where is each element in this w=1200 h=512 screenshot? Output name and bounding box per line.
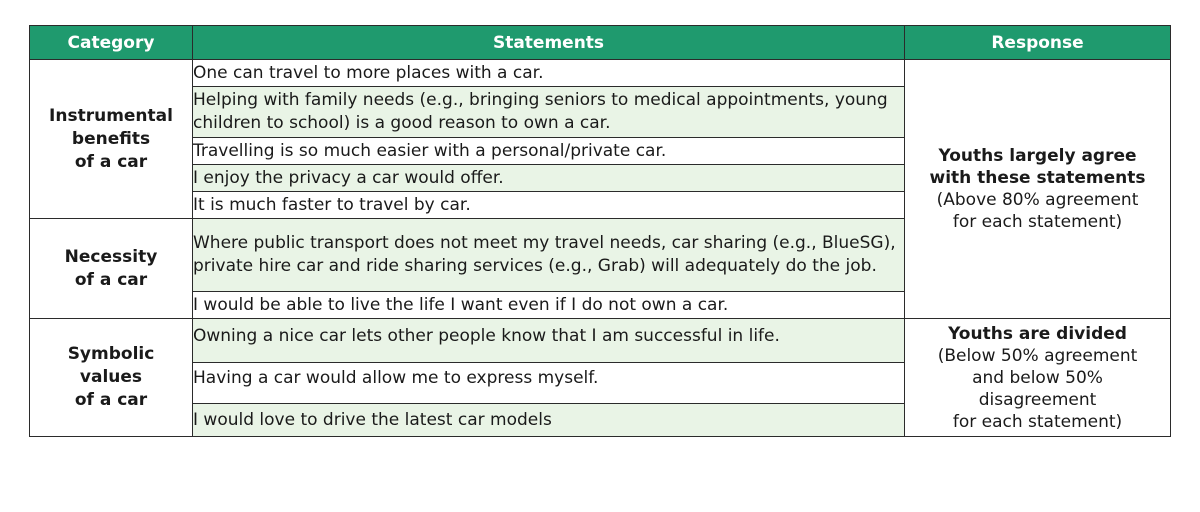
response-agree: Youths largely agree with these statemen… <box>904 59 1171 319</box>
category-symbolic-values: Symbolic values of a car <box>29 318 193 437</box>
statement-cell: Where public transport does not meet my … <box>192 218 905 292</box>
statement-cell: One can travel to more places with a car… <box>192 59 905 87</box>
response-headline-line: Youths largely agree <box>938 146 1137 166</box>
response-headline-line: with these statements <box>929 168 1146 188</box>
table-row: Symbolic values of a car Owning a nice c… <box>29 318 1171 437</box>
category-label-line: benefits <box>71 128 151 149</box>
header-response: Response <box>904 25 1171 60</box>
table-row: Instrumental benefits of a car One can t… <box>29 59 1171 319</box>
category-label-line: of a car <box>74 390 148 410</box>
response-detail-line: for each statement) <box>952 411 1123 432</box>
response-detail-line: disagreement <box>978 389 1097 410</box>
table-row: Having a car would allow me to express m… <box>30 362 1171 404</box>
statement-cell: Having a car would allow me to express m… <box>192 362 905 404</box>
response-detail-line: for each statement) <box>952 212 1123 232</box>
table-row: It is much faster to travel by car. <box>30 191 1171 219</box>
header-row: Category Statements Response <box>29 25 1171 60</box>
response-detail-line: (Below 50% agreement <box>937 345 1138 366</box>
statement-cell: I enjoy the privacy a car would offer. <box>192 164 905 192</box>
table-row: I would be able to live the life I want … <box>30 291 1171 319</box>
category-label-line: Instrumental <box>49 105 173 126</box>
header-category: Category <box>29 25 193 60</box>
statement-cell: I would be able to live the life I want … <box>192 291 905 319</box>
response-detail-line: (Above 80% agreement <box>936 190 1139 210</box>
category-label-line: of a car <box>74 151 148 172</box>
statement-cell: I would love to drive the latest car mod… <box>192 403 905 437</box>
header-statements: Statements <box>192 25 905 60</box>
statement-cell: Travelling is so much easier with a pers… <box>192 137 905 165</box>
statement-cell: Owning a nice car lets other people know… <box>192 318 905 363</box>
table-row: I enjoy the privacy a car would offer. <box>30 164 1171 192</box>
category-label-line: of a car <box>74 269 148 290</box>
category-label-line: Necessity <box>64 246 158 267</box>
response-headline-line: Youths are divided <box>948 323 1127 344</box>
attitudes-table: Category Statements Response Instrumenta… <box>29 25 1171 437</box>
category-label-line: values <box>79 367 143 387</box>
category-necessity: Necessity of a car <box>29 218 193 319</box>
response-divided: Youths are divided (Below 50% agreement … <box>904 318 1171 437</box>
category-label-line: Symbolic <box>67 344 155 364</box>
category-instrumental-benefits: Instrumental benefits of a car <box>29 59 193 219</box>
table-row: Travelling is so much easier with a pers… <box>30 137 1171 165</box>
table-row: Helping with family needs (e.g., bringin… <box>30 86 1171 138</box>
response-detail-line: and below 50% <box>972 367 1103 388</box>
statement-cell: It is much faster to travel by car. <box>192 191 905 219</box>
statement-cell: Helping with family needs (e.g., bringin… <box>192 86 905 138</box>
table-row: Necessity of a car Where public transpor… <box>29 218 1171 319</box>
table-row: I would love to drive the latest car mod… <box>30 403 1171 437</box>
